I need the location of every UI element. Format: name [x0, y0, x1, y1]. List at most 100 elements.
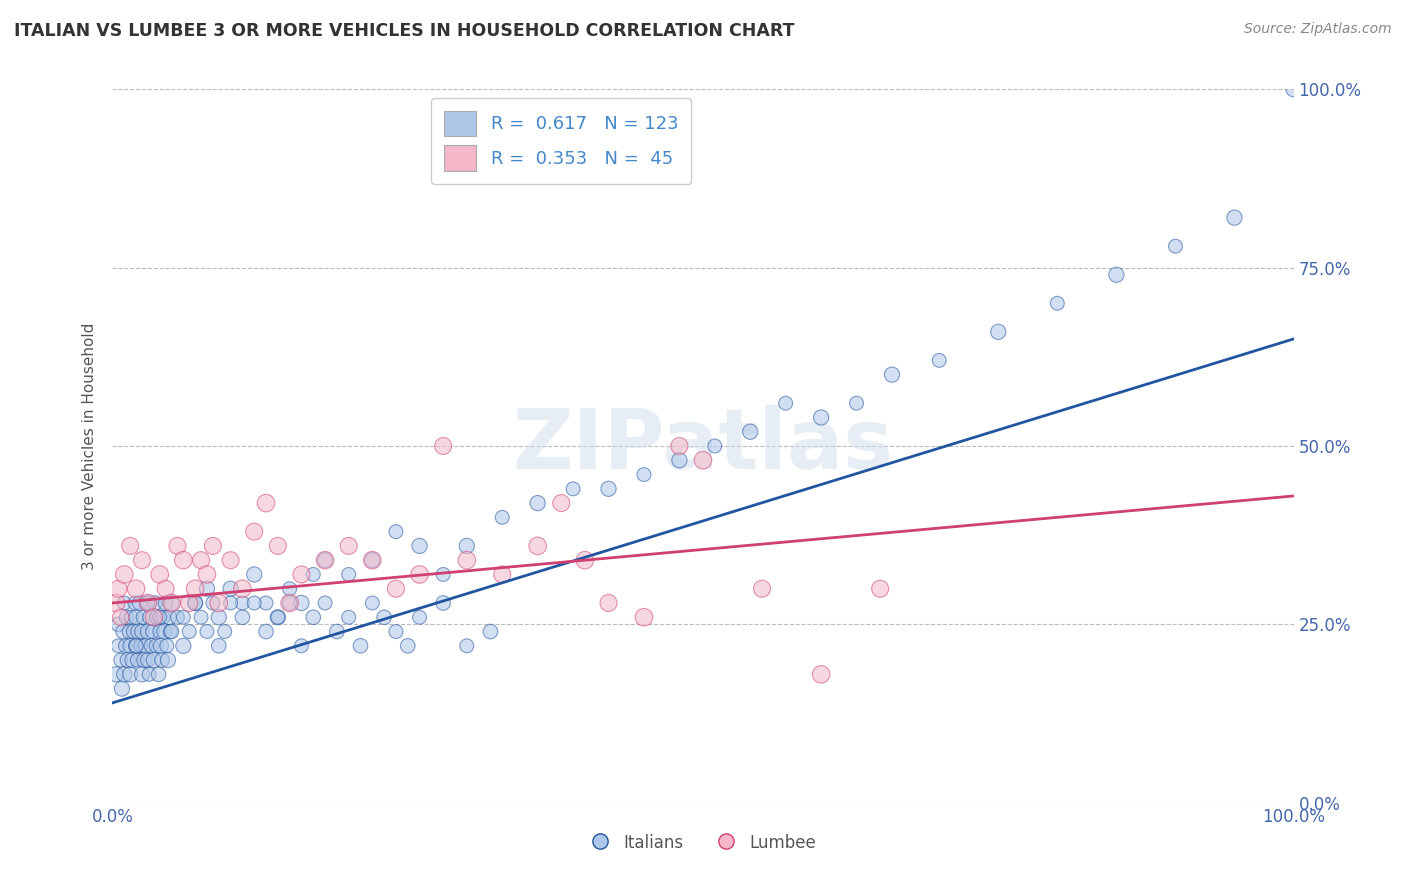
Point: [120, 639, 142, 653]
Point: [479, 624, 502, 639]
Point: [267, 539, 290, 553]
Point: [1164, 239, 1187, 253]
Point: [598, 482, 620, 496]
Point: [598, 596, 620, 610]
Point: [1282, 82, 1305, 96]
Point: [254, 496, 277, 510]
Point: [122, 624, 145, 639]
Point: [740, 425, 762, 439]
Point: [278, 582, 301, 596]
Point: [179, 596, 201, 610]
Point: [810, 410, 832, 425]
Point: [550, 496, 572, 510]
Point: [302, 567, 325, 582]
Point: [361, 553, 384, 567]
Point: [562, 482, 585, 496]
Point: [125, 582, 148, 596]
Point: [314, 553, 336, 567]
Point: [155, 596, 177, 610]
Point: [107, 639, 129, 653]
Point: [231, 610, 253, 624]
Point: [124, 596, 146, 610]
Point: [337, 567, 360, 582]
Point: [112, 667, 135, 681]
Point: [278, 596, 301, 610]
Point: [179, 624, 201, 639]
Point: [136, 624, 159, 639]
Point: [208, 639, 231, 653]
Point: [128, 596, 150, 610]
Point: [314, 553, 336, 567]
Point: [136, 596, 159, 610]
Point: [254, 596, 277, 610]
Point: [139, 610, 162, 624]
Point: [526, 496, 548, 510]
Point: [184, 596, 207, 610]
Point: [172, 639, 194, 653]
Point: [267, 610, 290, 624]
Point: [267, 610, 290, 624]
Point: [385, 582, 408, 596]
Point: [156, 653, 179, 667]
Point: [153, 624, 176, 639]
Point: [160, 596, 183, 610]
Point: [408, 610, 430, 624]
Point: [456, 539, 478, 553]
Point: [290, 639, 312, 653]
Point: [396, 639, 419, 653]
Point: [145, 639, 167, 653]
Point: [135, 596, 157, 610]
Point: [155, 582, 177, 596]
Point: [385, 524, 408, 539]
Point: [184, 596, 207, 610]
Point: [219, 596, 242, 610]
Point: [314, 596, 336, 610]
Point: [143, 596, 166, 610]
Point: [120, 610, 142, 624]
Y-axis label: 3 or more Vehicles in Household: 3 or more Vehicles in Household: [82, 322, 97, 570]
Point: [127, 624, 149, 639]
Point: [172, 553, 194, 567]
Point: [118, 624, 141, 639]
Point: [166, 539, 188, 553]
Point: [157, 610, 180, 624]
Point: [112, 567, 135, 582]
Point: [278, 596, 301, 610]
Point: [114, 639, 136, 653]
Point: [138, 667, 160, 681]
Point: [214, 624, 236, 639]
Point: [195, 567, 218, 582]
Point: [136, 653, 159, 667]
Point: [290, 567, 312, 582]
Point: [668, 439, 690, 453]
Point: [160, 624, 183, 639]
Point: [987, 325, 1010, 339]
Point: [491, 567, 513, 582]
Text: Source: ZipAtlas.com: Source: ZipAtlas.com: [1244, 22, 1392, 37]
Point: [172, 610, 194, 624]
Point: [112, 624, 135, 639]
Point: [880, 368, 903, 382]
Point: [456, 639, 478, 653]
Point: [136, 596, 159, 610]
Point: [361, 553, 384, 567]
Point: [290, 596, 312, 610]
Point: [491, 510, 513, 524]
Point: [110, 653, 132, 667]
Point: [810, 667, 832, 681]
Point: [243, 524, 266, 539]
Text: ITALIAN VS LUMBEE 3 OR MORE VEHICLES IN HOUSEHOLD CORRELATION CHART: ITALIAN VS LUMBEE 3 OR MORE VEHICLES IN …: [14, 22, 794, 40]
Point: [120, 539, 142, 553]
Point: [408, 539, 430, 553]
Point: [432, 439, 454, 453]
Point: [131, 624, 153, 639]
Point: [131, 553, 153, 567]
Point: [111, 681, 134, 696]
Point: [668, 453, 690, 467]
Point: [149, 567, 172, 582]
Point: [107, 617, 129, 632]
Point: [703, 439, 725, 453]
Point: [132, 610, 155, 624]
Point: [160, 596, 183, 610]
Point: [775, 396, 797, 410]
